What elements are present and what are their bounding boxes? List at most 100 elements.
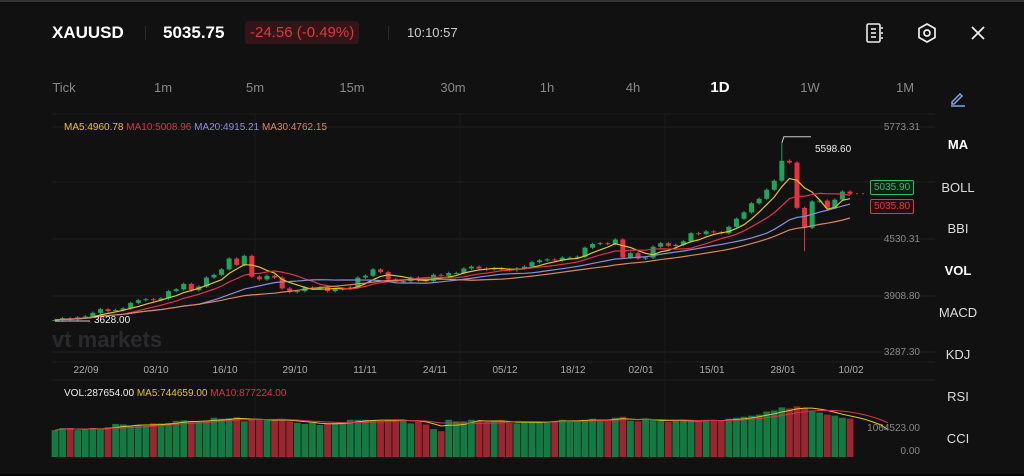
candle: [446, 273, 451, 276]
volume-bar: [309, 423, 316, 457]
volume-bar: [506, 423, 513, 457]
candle: [363, 276, 368, 278]
volume-bar: [377, 421, 384, 457]
volume-bar: [460, 421, 467, 457]
volume-bar: [105, 427, 112, 457]
candle: [779, 161, 784, 181]
volume-bar: [158, 423, 165, 457]
volume-bar: [635, 421, 642, 457]
candle: [272, 276, 277, 278]
candle: [742, 212, 747, 218]
ma20-line: [55, 204, 850, 320]
candle: [333, 289, 338, 291]
volume-bar: [582, 420, 589, 457]
date-tick: 28/01: [770, 365, 795, 376]
volume-bar: [642, 419, 649, 457]
candle: [734, 219, 739, 227]
date-tick: 05/12: [492, 365, 517, 376]
candle: [378, 269, 383, 272]
volume-bar: [483, 422, 490, 457]
volume-bar: [52, 430, 59, 457]
volume-bar: [725, 419, 732, 457]
volume-bar: [271, 420, 278, 457]
date-tick: 03/10: [143, 365, 168, 376]
volume-bar: [294, 423, 301, 457]
candle: [704, 231, 709, 234]
price-tick: 5773.31: [884, 122, 920, 133]
volume-bar: [619, 417, 626, 457]
candle: [787, 161, 792, 163]
volume-bar: [794, 406, 801, 457]
price-tick: 4530.31: [884, 234, 920, 245]
volume-bar: [718, 421, 725, 457]
volume-legend: VOL:287654.00 MA5:744659.00 MA10:877224.…: [64, 388, 286, 399]
volume-bar: [695, 421, 702, 457]
price-tick: 3287.30: [884, 347, 920, 358]
volume-tick: 1064523.00: [867, 423, 920, 434]
candle: [106, 309, 111, 311]
volume-bar: [847, 419, 854, 457]
volume-bar: [597, 420, 604, 457]
volume-bar: [165, 423, 172, 457]
candle: [83, 316, 88, 317]
volume-bar: [127, 425, 134, 457]
volume-bar: [657, 421, 664, 457]
volume-bar: [233, 417, 240, 457]
volume-bar: [566, 421, 573, 457]
candle: [711, 231, 716, 232]
volume-bar: [544, 421, 551, 457]
candle: [189, 284, 194, 290]
volume-bar: [256, 420, 263, 457]
volume-bar: [536, 422, 543, 457]
ma5-value: MA5:4960.78: [64, 122, 124, 133]
volume-bar: [468, 420, 475, 457]
candle: [136, 300, 141, 303]
volume-bar: [347, 420, 354, 457]
candle: [764, 190, 769, 199]
ask-price-tag: 5035.80: [870, 199, 914, 214]
volume-bar: [756, 415, 763, 457]
volume-bar: [180, 420, 187, 457]
volume-bar: [150, 423, 157, 457]
ma-legend: MA5:4960.78 MA10:5008.96 MA20:4915.21 MA…: [64, 122, 327, 133]
volume-bar: [97, 429, 104, 457]
ma10-value: MA10:5008.96: [126, 122, 191, 133]
candle: [181, 284, 186, 289]
volume-bar: [491, 421, 498, 457]
candle: [840, 192, 845, 200]
date-tick: 02/01: [628, 365, 653, 376]
candle: [666, 243, 671, 246]
candle: [98, 309, 103, 313]
candle: [598, 243, 603, 244]
volume-bar: [264, 420, 271, 457]
volume-bar: [551, 421, 558, 457]
volume-bar: [82, 429, 89, 457]
candle: [219, 269, 224, 274]
volume-bar: [612, 418, 619, 457]
volume-bar: [710, 420, 717, 457]
candle: [265, 276, 270, 280]
date-tick: 18/12: [560, 365, 585, 376]
volume-bar: [801, 408, 808, 457]
volume-bar: [218, 419, 225, 457]
volume-bar: [135, 425, 142, 457]
volume-bar: [839, 418, 846, 457]
volume-bar: [324, 424, 331, 457]
volume-bar: [589, 419, 596, 457]
ma30-line: [55, 218, 850, 320]
volume-bar: [748, 416, 755, 457]
ma20-value: MA20:4915.21: [194, 122, 259, 133]
candle: [371, 269, 376, 275]
candle: [227, 259, 232, 270]
date-tick: 29/10: [282, 365, 307, 376]
ma10-line: [55, 193, 850, 320]
candle: [477, 267, 482, 269]
volume-bar: [173, 421, 180, 457]
price-tick: 3908.80: [884, 291, 920, 302]
volume-bar: [498, 421, 505, 457]
volume-bar: [574, 421, 581, 457]
candle: [469, 267, 474, 269]
volume-bar: [824, 415, 831, 457]
